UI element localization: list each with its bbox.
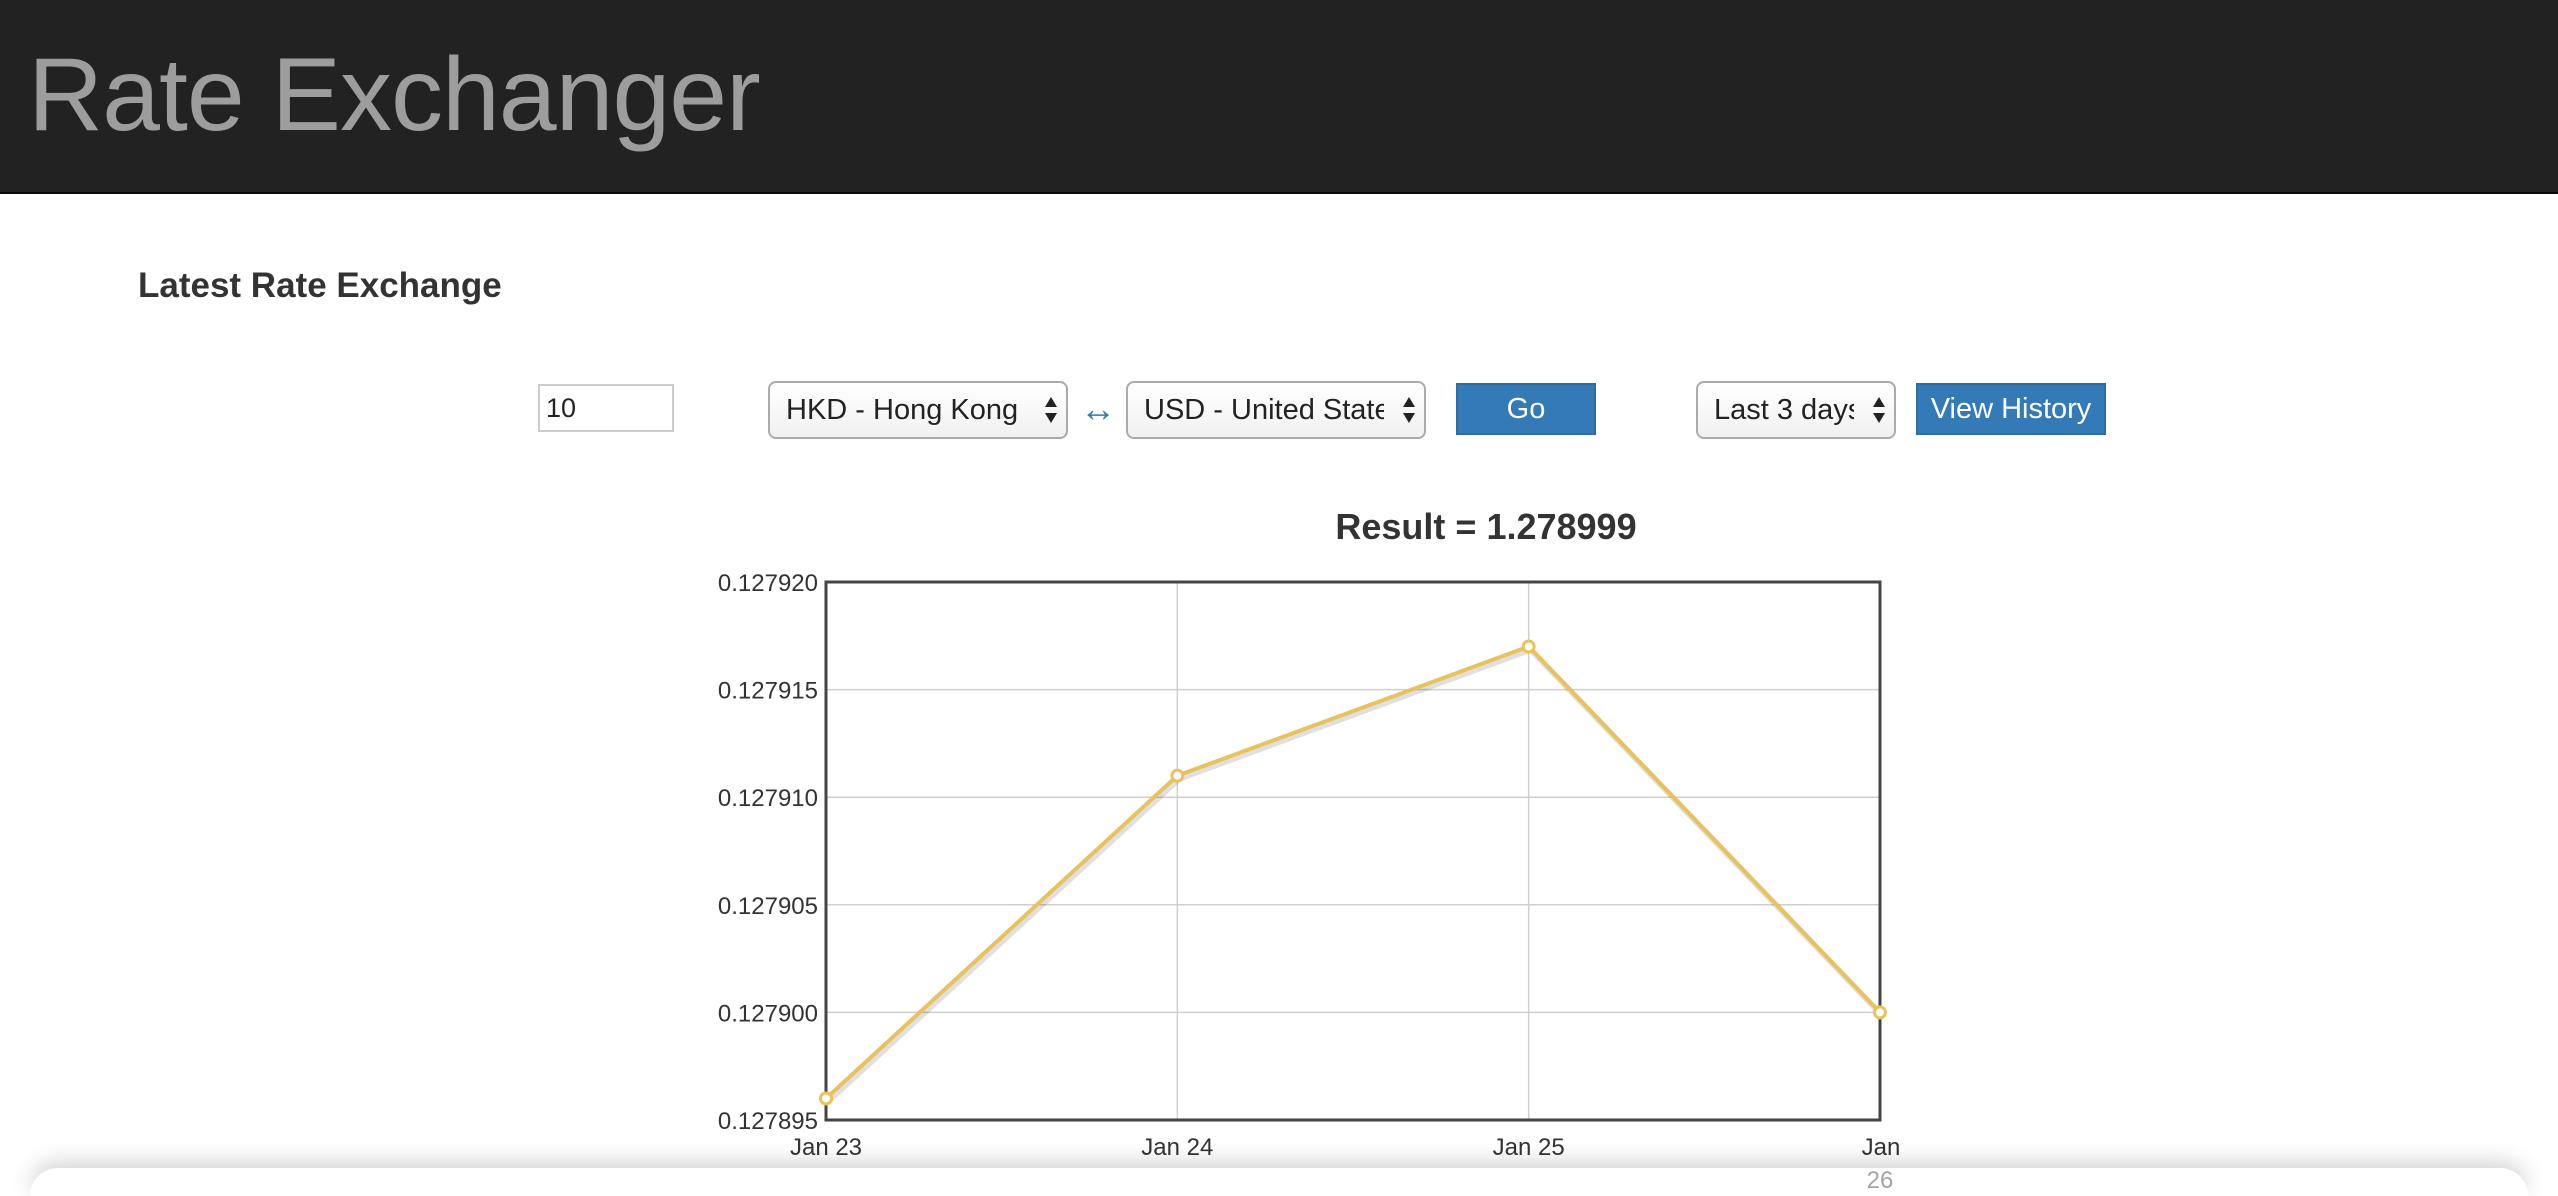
- data-point: [1170, 768, 1185, 783]
- to-currency-select[interactable]: USD - United States Dollar: [1126, 381, 1426, 439]
- app-title: Rate Exchanger: [28, 37, 761, 153]
- x-tick-label: Jan 25: [1493, 1134, 1565, 1161]
- from-currency-value: HKD - Hong Kong Dollar: [786, 394, 1026, 426]
- x-tick-label: Jan 23: [790, 1134, 862, 1161]
- go-button[interactable]: Go: [1456, 383, 1596, 435]
- window-bottom-edge: [30, 1168, 2528, 1196]
- from-currency-select[interactable]: HKD - Hong Kong Dollar: [768, 381, 1068, 439]
- to-currency-value: USD - United States Dollar: [1144, 394, 1384, 426]
- y-tick-label: 0.127915: [718, 678, 818, 705]
- y-tick-label: 0.127910: [718, 785, 818, 812]
- period-select[interactable]: Last 3 days: [1696, 381, 1896, 439]
- section-title: Latest Rate Exchange: [138, 266, 502, 305]
- swap-arrow-icon: ↔: [1080, 388, 1116, 429]
- select-arrows-icon: [1044, 397, 1058, 425]
- x-tick-label: Jan: [1862, 1134, 1901, 1161]
- view-history-button[interactable]: View History: [1916, 383, 2106, 435]
- y-tick-label: 0.127920: [718, 570, 818, 597]
- x-tick-label: Jan 24: [1141, 1134, 1213, 1161]
- data-point: [1521, 639, 1536, 654]
- plot-border: [824, 580, 1882, 1122]
- y-tick-label: 0.127895: [718, 1108, 818, 1135]
- app-header: Rate Exchanger: [0, 0, 2558, 194]
- y-tick-label: 0.127905: [718, 893, 818, 920]
- select-arrows-icon: [1872, 397, 1886, 425]
- period-value: Last 3 days: [1714, 394, 1854, 426]
- data-point: [1873, 1005, 1887, 1020]
- series-line-shadow: [825, 646, 1885, 1104]
- select-arrows-icon: [1402, 397, 1416, 425]
- y-tick-label: 0.127900: [718, 1000, 818, 1027]
- data-point: [819, 1091, 833, 1106]
- result-title: Result = 1.278999: [1335, 506, 1637, 547]
- series-line: [824, 644, 1882, 1100]
- amount-input[interactable]: [538, 384, 674, 432]
